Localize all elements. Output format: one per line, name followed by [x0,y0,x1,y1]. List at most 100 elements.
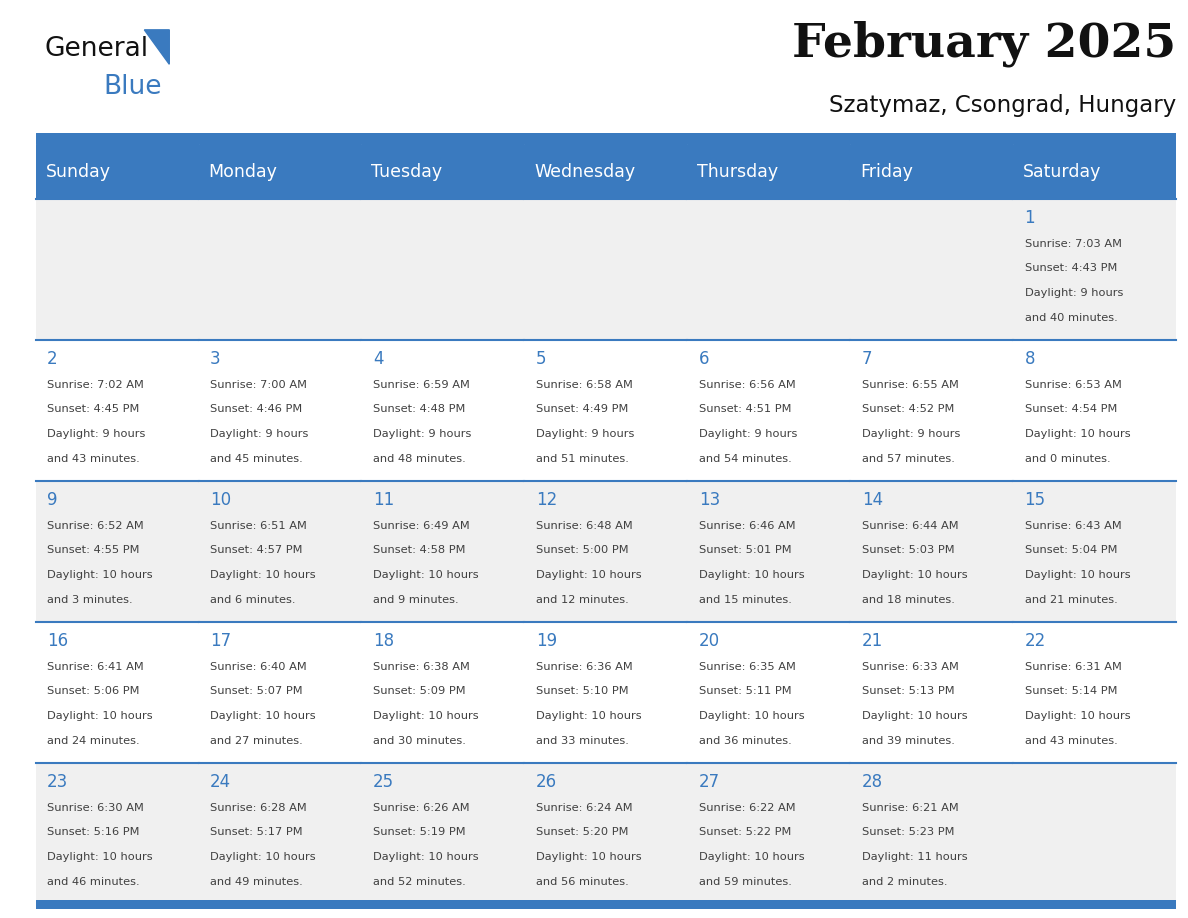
Text: Sunset: 5:19 PM: Sunset: 5:19 PM [373,827,466,837]
Text: 27: 27 [699,773,720,791]
Text: Sunrise: 6:31 AM: Sunrise: 6:31 AM [1024,662,1121,672]
Text: Sunset: 4:54 PM: Sunset: 4:54 PM [1024,404,1117,414]
Text: and 21 minutes.: and 21 minutes. [1024,595,1118,605]
Text: and 12 minutes.: and 12 minutes. [536,595,628,605]
Text: 22: 22 [1024,633,1045,650]
Text: Sunrise: 6:40 AM: Sunrise: 6:40 AM [210,662,307,672]
Text: and 51 minutes.: and 51 minutes. [536,453,628,464]
Text: and 40 minutes.: and 40 minutes. [1024,313,1118,323]
Text: Wednesday: Wednesday [535,162,636,181]
Text: Sunrise: 6:33 AM: Sunrise: 6:33 AM [861,662,959,672]
Text: Sunrise: 6:41 AM: Sunrise: 6:41 AM [48,662,144,672]
Text: Sunrise: 6:44 AM: Sunrise: 6:44 AM [861,521,959,531]
Text: Daylight: 10 hours: Daylight: 10 hours [373,852,479,862]
Text: and 43 minutes.: and 43 minutes. [1024,735,1118,745]
Text: Sunset: 4:57 PM: Sunset: 4:57 PM [210,545,303,555]
Text: and 30 minutes.: and 30 minutes. [373,735,466,745]
Text: 2: 2 [48,350,58,368]
Text: Sunset: 4:51 PM: Sunset: 4:51 PM [699,404,791,414]
Text: Sunrise: 6:26 AM: Sunrise: 6:26 AM [373,802,469,812]
Text: and 49 minutes.: and 49 minutes. [210,877,303,887]
Text: 26: 26 [536,773,557,791]
Text: Daylight: 10 hours: Daylight: 10 hours [699,570,804,580]
Text: Daylight: 10 hours: Daylight: 10 hours [699,711,804,721]
Text: 23: 23 [48,773,68,791]
Text: Sunset: 5:23 PM: Sunset: 5:23 PM [861,827,954,837]
Text: and 45 minutes.: and 45 minutes. [210,453,303,464]
Text: and 46 minutes.: and 46 minutes. [48,877,140,887]
Text: 7: 7 [861,350,872,368]
Text: Sunset: 4:58 PM: Sunset: 4:58 PM [373,545,466,555]
Text: Daylight: 11 hours: Daylight: 11 hours [861,852,967,862]
Text: Daylight: 10 hours: Daylight: 10 hours [1024,570,1130,580]
Text: 13: 13 [699,491,720,509]
Text: Daylight: 10 hours: Daylight: 10 hours [1024,429,1130,439]
Text: 17: 17 [210,633,232,650]
Text: Sunrise: 6:22 AM: Sunrise: 6:22 AM [699,802,796,812]
Text: Daylight: 10 hours: Daylight: 10 hours [373,570,479,580]
Text: and 56 minutes.: and 56 minutes. [536,877,628,887]
Text: and 0 minutes.: and 0 minutes. [1024,453,1111,464]
Text: Sunrise: 6:38 AM: Sunrise: 6:38 AM [373,662,469,672]
Text: Sunrise: 6:51 AM: Sunrise: 6:51 AM [210,521,307,531]
Text: Sunrise: 6:53 AM: Sunrise: 6:53 AM [1024,380,1121,390]
Text: Sunset: 5:22 PM: Sunset: 5:22 PM [699,827,791,837]
Text: 12: 12 [536,491,557,509]
Text: Sunrise: 6:56 AM: Sunrise: 6:56 AM [699,380,796,390]
Text: 20: 20 [699,633,720,650]
Text: and 2 minutes.: and 2 minutes. [861,877,947,887]
Text: and 18 minutes.: and 18 minutes. [861,595,954,605]
Text: Sunset: 4:55 PM: Sunset: 4:55 PM [48,545,139,555]
Text: 15: 15 [1024,491,1045,509]
Text: Sunrise: 6:55 AM: Sunrise: 6:55 AM [861,380,959,390]
Text: Sunrise: 6:49 AM: Sunrise: 6:49 AM [373,521,469,531]
Text: and 3 minutes.: and 3 minutes. [48,595,133,605]
Text: Daylight: 10 hours: Daylight: 10 hours [861,570,967,580]
Text: Sunset: 4:43 PM: Sunset: 4:43 PM [1024,263,1117,274]
Text: Sunrise: 6:58 AM: Sunrise: 6:58 AM [536,380,633,390]
Text: Daylight: 10 hours: Daylight: 10 hours [536,570,642,580]
Text: Sunset: 5:01 PM: Sunset: 5:01 PM [699,545,791,555]
Text: and 57 minutes.: and 57 minutes. [861,453,954,464]
Text: Thursday: Thursday [697,162,778,181]
Text: Sunset: 5:04 PM: Sunset: 5:04 PM [1024,545,1117,555]
Text: 28: 28 [861,773,883,791]
Text: Saturday: Saturday [1023,162,1101,181]
Polygon shape [144,29,170,64]
Text: Sunset: 4:48 PM: Sunset: 4:48 PM [373,404,466,414]
Text: and 36 minutes.: and 36 minutes. [699,735,791,745]
Text: 18: 18 [373,633,394,650]
Text: Daylight: 9 hours: Daylight: 9 hours [699,429,797,439]
Text: 9: 9 [48,491,57,509]
Text: 14: 14 [861,491,883,509]
Text: Daylight: 9 hours: Daylight: 9 hours [373,429,472,439]
Text: Sunset: 5:17 PM: Sunset: 5:17 PM [210,827,303,837]
Text: and 9 minutes.: and 9 minutes. [373,595,459,605]
Text: 10: 10 [210,491,232,509]
Text: 21: 21 [861,633,883,650]
Text: Tuesday: Tuesday [372,162,442,181]
Text: 3: 3 [210,350,221,368]
Text: Sunset: 5:20 PM: Sunset: 5:20 PM [536,827,628,837]
Text: Daylight: 10 hours: Daylight: 10 hours [210,570,316,580]
Text: 4: 4 [373,350,384,368]
Text: Sunrise: 6:24 AM: Sunrise: 6:24 AM [536,802,632,812]
Text: and 6 minutes.: and 6 minutes. [210,595,296,605]
Text: Sunset: 5:14 PM: Sunset: 5:14 PM [1024,687,1117,697]
Text: Sunset: 5:07 PM: Sunset: 5:07 PM [210,687,303,697]
Text: Sunrise: 7:03 AM: Sunrise: 7:03 AM [1024,239,1121,249]
Text: Sunrise: 6:59 AM: Sunrise: 6:59 AM [373,380,469,390]
Text: General: General [45,37,148,62]
Text: Daylight: 10 hours: Daylight: 10 hours [536,711,642,721]
Text: and 27 minutes.: and 27 minutes. [210,735,303,745]
Text: Daylight: 10 hours: Daylight: 10 hours [1024,711,1130,721]
Text: Daylight: 9 hours: Daylight: 9 hours [1024,288,1123,298]
Text: Daylight: 10 hours: Daylight: 10 hours [373,711,479,721]
Text: Sunset: 5:10 PM: Sunset: 5:10 PM [536,687,628,697]
Text: and 33 minutes.: and 33 minutes. [536,735,628,745]
Text: Sunset: 4:49 PM: Sunset: 4:49 PM [536,404,628,414]
Text: Sunset: 5:06 PM: Sunset: 5:06 PM [48,687,139,697]
Text: Sunset: 5:13 PM: Sunset: 5:13 PM [861,687,954,697]
Text: and 24 minutes.: and 24 minutes. [48,735,140,745]
Text: Daylight: 10 hours: Daylight: 10 hours [861,711,967,721]
